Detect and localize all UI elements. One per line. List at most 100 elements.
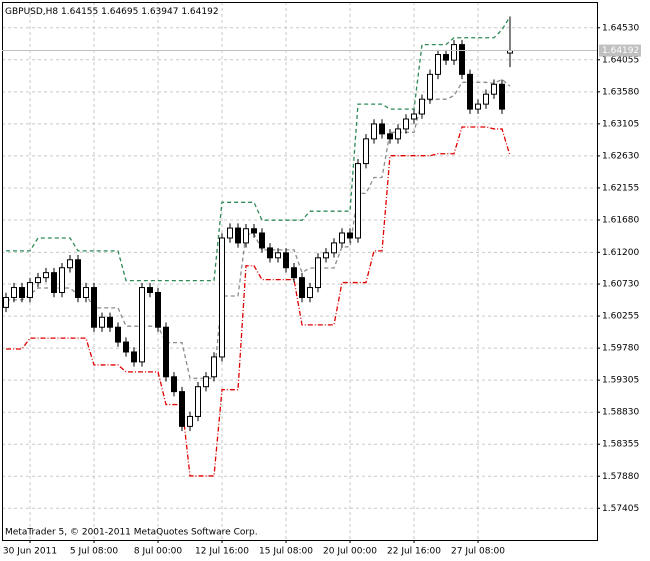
candle-body bbox=[443, 54, 449, 61]
candle-body bbox=[123, 341, 129, 353]
candle-body bbox=[291, 267, 297, 279]
candle-body bbox=[35, 277, 41, 284]
y-tick-label: 1.63105 bbox=[602, 119, 639, 129]
candle-body bbox=[59, 267, 65, 293]
x-tick-label: 12 Jul 16:00 bbox=[195, 547, 249, 557]
y-tick-label: 1.63580 bbox=[602, 87, 639, 97]
candle-body bbox=[371, 123, 377, 140]
candle-body bbox=[459, 44, 465, 75]
candle-body bbox=[363, 138, 369, 165]
candle-body bbox=[219, 237, 225, 358]
candle-body bbox=[347, 232, 353, 239]
candle-body bbox=[411, 113, 417, 120]
candle-body bbox=[107, 316, 113, 328]
x-tick-label: 27 Jul 08:00 bbox=[451, 547, 505, 557]
candle-body bbox=[139, 287, 145, 363]
candle-body bbox=[427, 73, 433, 100]
symbol: GBPUSD,H8 bbox=[5, 7, 58, 17]
candle-body bbox=[467, 73, 473, 110]
candle-body bbox=[323, 252, 329, 259]
candle-body bbox=[27, 282, 33, 298]
candle-body bbox=[115, 326, 121, 343]
candle-body bbox=[43, 272, 49, 279]
y-tick-label: 1.61200 bbox=[602, 248, 639, 258]
channel-line bbox=[6, 16, 511, 282]
candle-body bbox=[379, 123, 385, 135]
candle-body bbox=[187, 415, 193, 427]
candle-body bbox=[155, 291, 161, 328]
y-tick-label: 1.59780 bbox=[602, 344, 639, 354]
candle-body bbox=[243, 228, 249, 244]
candle-body bbox=[195, 386, 201, 417]
x-tick-label: 30 Jun 2011 bbox=[3, 547, 57, 557]
candle-body bbox=[355, 163, 361, 239]
candles bbox=[3, 16, 513, 432]
candle-body bbox=[163, 326, 169, 378]
footer: MetaTrader 5, © 2001-2011 MetaQuotes Sof… bbox=[5, 528, 258, 538]
candle-body bbox=[67, 259, 73, 269]
candle-body bbox=[75, 259, 81, 298]
y-tick-label: 1.61680 bbox=[602, 215, 639, 225]
plot-frame bbox=[2, 2, 598, 541]
chart-header: GBPUSD,H8 1.64155 1.64695 1.63947 1.6419… bbox=[5, 7, 219, 17]
y-tick-label: 1.58355 bbox=[602, 440, 639, 450]
candle-body bbox=[203, 376, 209, 388]
candle-body bbox=[267, 247, 273, 259]
y-tick-label: 1.59305 bbox=[602, 376, 639, 386]
candle-body bbox=[83, 287, 89, 298]
y-tick-label: 1.57880 bbox=[602, 472, 639, 482]
candle-body bbox=[99, 316, 105, 328]
candle-body bbox=[147, 287, 153, 293]
x-tick-label: 20 Jul 00:00 bbox=[323, 547, 377, 557]
header-low: 1.63947 bbox=[141, 7, 178, 17]
header-close: 1.64192 bbox=[181, 7, 218, 17]
candle-body bbox=[339, 232, 345, 244]
candle-body bbox=[307, 287, 313, 298]
y-tick-label: 1.64530 bbox=[602, 23, 639, 33]
channel-line bbox=[6, 78, 511, 379]
candle-body bbox=[171, 376, 177, 393]
y-tick-label: 1.60730 bbox=[602, 280, 639, 290]
candle-body bbox=[283, 252, 289, 269]
candle-body bbox=[387, 133, 393, 140]
y-tick-label: 1.57405 bbox=[602, 504, 639, 514]
candle-body bbox=[491, 83, 497, 95]
candle-body bbox=[131, 351, 137, 363]
header-open: 1.64155 bbox=[61, 7, 98, 17]
y-tick-label: 1.62630 bbox=[602, 151, 639, 161]
channels bbox=[6, 16, 511, 477]
candle-body bbox=[419, 98, 425, 115]
candle-body bbox=[299, 277, 305, 298]
candle-body bbox=[235, 227, 241, 244]
x-tick-label: 22 Jul 16:00 bbox=[387, 547, 441, 557]
y-tick-label: 1.62155 bbox=[602, 183, 639, 193]
price-label-box bbox=[599, 44, 641, 57]
header-high: 1.64695 bbox=[101, 7, 138, 17]
candle-body bbox=[51, 272, 57, 293]
candle-body bbox=[91, 287, 97, 328]
candle-body bbox=[331, 242, 337, 254]
candle-body bbox=[11, 287, 17, 298]
candle-body bbox=[227, 227, 233, 239]
candle-body bbox=[3, 296, 9, 308]
candle-body bbox=[395, 128, 401, 140]
candle-body bbox=[435, 54, 441, 75]
candle-body bbox=[483, 93, 489, 105]
candle-body bbox=[19, 287, 25, 298]
candle-body bbox=[259, 232, 265, 249]
y-tick-label: 1.64055 bbox=[602, 55, 639, 65]
candle-body bbox=[475, 103, 481, 110]
candle-body bbox=[179, 391, 185, 427]
candle-body bbox=[315, 257, 321, 289]
x-tick-label: 15 Jul 08:00 bbox=[259, 547, 313, 557]
x-tick-label: 8 Jul 00:00 bbox=[134, 547, 183, 557]
x-tick-label: 5 Jul 08:00 bbox=[70, 547, 119, 557]
candle-body bbox=[451, 44, 457, 61]
y-tick-label: 1.58830 bbox=[602, 408, 639, 418]
candle-body bbox=[251, 228, 257, 234]
candle-body bbox=[499, 83, 505, 110]
candle-body bbox=[275, 252, 281, 259]
candle-body bbox=[211, 356, 217, 378]
